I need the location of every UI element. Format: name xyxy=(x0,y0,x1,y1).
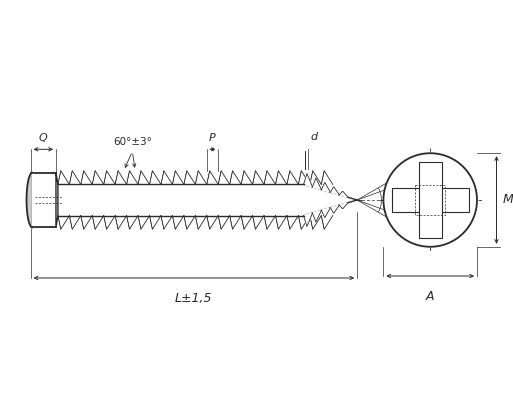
Polygon shape xyxy=(149,216,161,229)
Text: 60°±3°: 60°±3° xyxy=(113,137,152,147)
Polygon shape xyxy=(92,171,104,184)
Polygon shape xyxy=(264,216,275,229)
Polygon shape xyxy=(207,171,218,184)
Polygon shape xyxy=(218,216,230,229)
Polygon shape xyxy=(115,171,127,184)
Polygon shape xyxy=(69,171,81,184)
Polygon shape xyxy=(310,216,321,229)
Polygon shape xyxy=(149,171,161,184)
Polygon shape xyxy=(252,171,264,184)
Polygon shape xyxy=(241,171,252,184)
Polygon shape xyxy=(207,216,218,229)
Polygon shape xyxy=(31,173,56,227)
Polygon shape xyxy=(58,216,69,229)
Text: d: d xyxy=(310,132,318,142)
Polygon shape xyxy=(275,171,287,184)
Polygon shape xyxy=(299,171,310,184)
Polygon shape xyxy=(321,171,333,184)
Text: 20°-30°: 20°-30° xyxy=(404,176,442,186)
Polygon shape xyxy=(264,171,275,184)
Polygon shape xyxy=(115,216,127,229)
Polygon shape xyxy=(241,216,252,229)
Polygon shape xyxy=(312,178,321,190)
Polygon shape xyxy=(69,216,81,229)
Polygon shape xyxy=(218,171,230,184)
Polygon shape xyxy=(138,216,149,229)
Polygon shape xyxy=(104,171,115,184)
Text: L±1,5: L±1,5 xyxy=(175,292,212,305)
Polygon shape xyxy=(304,213,312,226)
Polygon shape xyxy=(161,171,172,184)
Polygon shape xyxy=(312,210,321,222)
Text: A: A xyxy=(426,290,435,303)
Bar xyxy=(392,188,468,212)
Text: M: M xyxy=(502,194,513,206)
Polygon shape xyxy=(58,184,304,216)
Polygon shape xyxy=(195,216,207,229)
Polygon shape xyxy=(195,171,207,184)
Polygon shape xyxy=(184,216,195,229)
Polygon shape xyxy=(275,216,287,229)
Polygon shape xyxy=(172,171,184,184)
Polygon shape xyxy=(230,171,241,184)
Polygon shape xyxy=(230,216,241,229)
Text: P: P xyxy=(209,134,216,144)
Bar xyxy=(419,162,442,238)
Polygon shape xyxy=(339,191,348,198)
Polygon shape xyxy=(81,216,92,229)
Polygon shape xyxy=(104,216,115,229)
Polygon shape xyxy=(330,187,339,195)
Circle shape xyxy=(383,153,477,247)
Polygon shape xyxy=(339,202,348,209)
Polygon shape xyxy=(172,216,184,229)
Polygon shape xyxy=(299,216,310,229)
Polygon shape xyxy=(321,216,333,229)
Polygon shape xyxy=(92,216,104,229)
Polygon shape xyxy=(310,171,321,184)
Polygon shape xyxy=(58,171,69,184)
Polygon shape xyxy=(184,171,195,184)
Polygon shape xyxy=(321,182,330,192)
Polygon shape xyxy=(56,173,58,227)
Polygon shape xyxy=(287,171,299,184)
Polygon shape xyxy=(321,208,330,218)
Polygon shape xyxy=(304,174,312,187)
Text: Q: Q xyxy=(39,134,48,144)
Polygon shape xyxy=(304,184,357,216)
Polygon shape xyxy=(330,205,339,213)
Polygon shape xyxy=(81,171,92,184)
Polygon shape xyxy=(138,171,149,184)
Polygon shape xyxy=(127,171,138,184)
Polygon shape xyxy=(252,216,264,229)
Polygon shape xyxy=(287,216,299,229)
Polygon shape xyxy=(127,216,138,229)
Polygon shape xyxy=(161,216,172,229)
